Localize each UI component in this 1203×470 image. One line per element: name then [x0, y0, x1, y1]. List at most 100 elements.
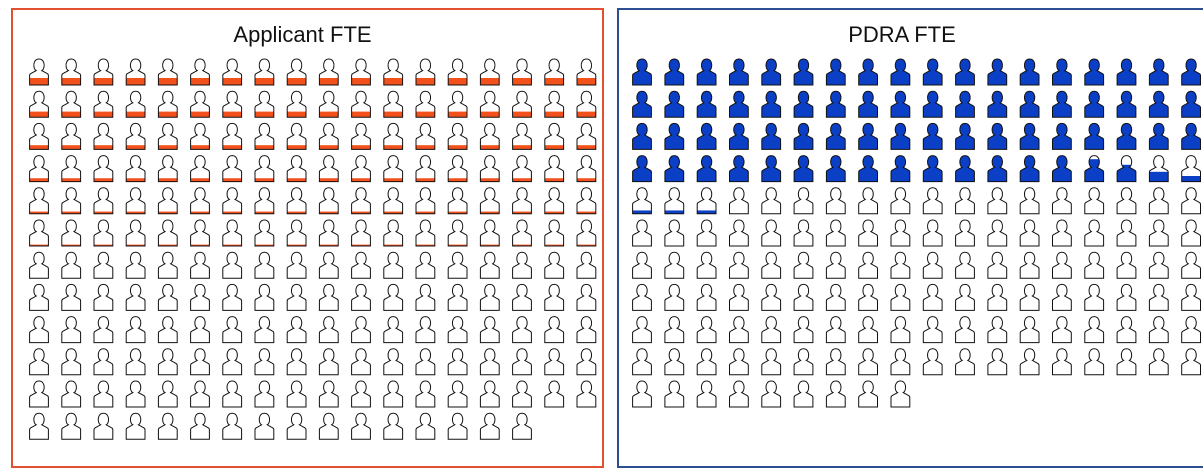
person-icon: [761, 348, 782, 376]
person-icon: [576, 219, 597, 247]
person-icon: [61, 155, 82, 183]
person-icon: [383, 122, 404, 150]
person-icon: [1116, 90, 1137, 118]
person-icon: [93, 122, 114, 150]
person-icon: [1181, 219, 1201, 247]
person-icon: [1051, 58, 1072, 86]
person-icon: [1181, 283, 1201, 311]
person-icon: [286, 219, 307, 247]
person-icon: [351, 219, 371, 247]
person-icon: [1116, 155, 1137, 183]
person-icon: [922, 348, 943, 376]
person-icon: [286, 348, 307, 376]
person-icon: [1116, 122, 1137, 150]
person-icon: [479, 155, 500, 183]
person-icon: [318, 316, 339, 344]
person-icon: [544, 187, 565, 215]
person-icon: [729, 316, 749, 344]
person-icon: [61, 412, 82, 440]
person-icon: [696, 187, 717, 215]
person-icon: [512, 122, 532, 150]
person-icon: [1181, 122, 1201, 150]
person-icon: [1084, 122, 1105, 150]
person-icon: [415, 58, 436, 86]
person-icon: [987, 283, 1008, 311]
person-icon: [125, 412, 146, 440]
person-icon: [729, 283, 749, 311]
person-icon: [125, 251, 146, 279]
person-icon: [825, 155, 846, 183]
person-icon: [190, 187, 210, 215]
person-icon: [729, 90, 749, 118]
person-icon: [793, 155, 814, 183]
person-icon: [825, 122, 846, 150]
person-icon: [922, 90, 943, 118]
person-icon: [286, 283, 307, 311]
person-icon: [664, 348, 685, 376]
person-icon: [890, 122, 911, 150]
person-icon: [1084, 155, 1105, 183]
person-icon: [318, 58, 339, 86]
person-icon: [222, 316, 243, 344]
person-icon: [318, 283, 339, 311]
person-icon: [61, 219, 82, 247]
person-icon: [825, 251, 846, 279]
person-icon: [254, 348, 275, 376]
person-icon: [447, 412, 468, 440]
person-icon: [190, 90, 210, 118]
person-icon: [793, 380, 814, 408]
person-icon: [632, 187, 652, 215]
person-icon: [383, 187, 404, 215]
person-icon: [1148, 219, 1169, 247]
person-icon: [415, 316, 436, 344]
person-icon: [190, 316, 210, 344]
person-icon: [1084, 187, 1105, 215]
person-icon: [351, 122, 371, 150]
person-icon: [1019, 348, 1040, 376]
person-icon: [157, 316, 178, 344]
person-icon: [383, 90, 404, 118]
person-icon: [955, 283, 975, 311]
person-icon: [1148, 90, 1169, 118]
person-icon: [415, 187, 436, 215]
person-icon: [415, 412, 436, 440]
person-icon: [890, 155, 911, 183]
person-icon: [858, 122, 879, 150]
person-icon: [1019, 90, 1040, 118]
person-icon: [318, 251, 339, 279]
person-icon: [1051, 155, 1072, 183]
person-icon: [351, 348, 371, 376]
person-icon: [632, 348, 652, 376]
person-icon: [761, 122, 782, 150]
person-icon: [286, 380, 307, 408]
person-icon: [254, 412, 275, 440]
person-icon: [512, 219, 532, 247]
person-icon: [254, 155, 275, 183]
person-icon: [1116, 251, 1137, 279]
person-icon: [29, 155, 49, 183]
person-icon: [1148, 251, 1169, 279]
person-icon: [351, 283, 371, 311]
person-icon: [825, 58, 846, 86]
person-icon: [858, 58, 879, 86]
person-icon: [447, 283, 468, 311]
person-icon: [447, 316, 468, 344]
person-icon: [632, 155, 652, 183]
person-icon: [922, 187, 943, 215]
person-icon: [222, 90, 243, 118]
person-icon: [1019, 155, 1040, 183]
person-icon: [890, 90, 911, 118]
person-icon: [254, 90, 275, 118]
person-icon: [696, 58, 717, 86]
person-icon: [93, 219, 114, 247]
person-icon: [987, 122, 1008, 150]
person-icon: [61, 380, 82, 408]
person-icon: [761, 58, 782, 86]
person-icon: [858, 155, 879, 183]
person-icon: [729, 348, 749, 376]
person-icon: [955, 348, 975, 376]
person-icon: [93, 316, 114, 344]
person-icon: [125, 283, 146, 311]
person-icon: [125, 348, 146, 376]
person-icon: [61, 283, 82, 311]
